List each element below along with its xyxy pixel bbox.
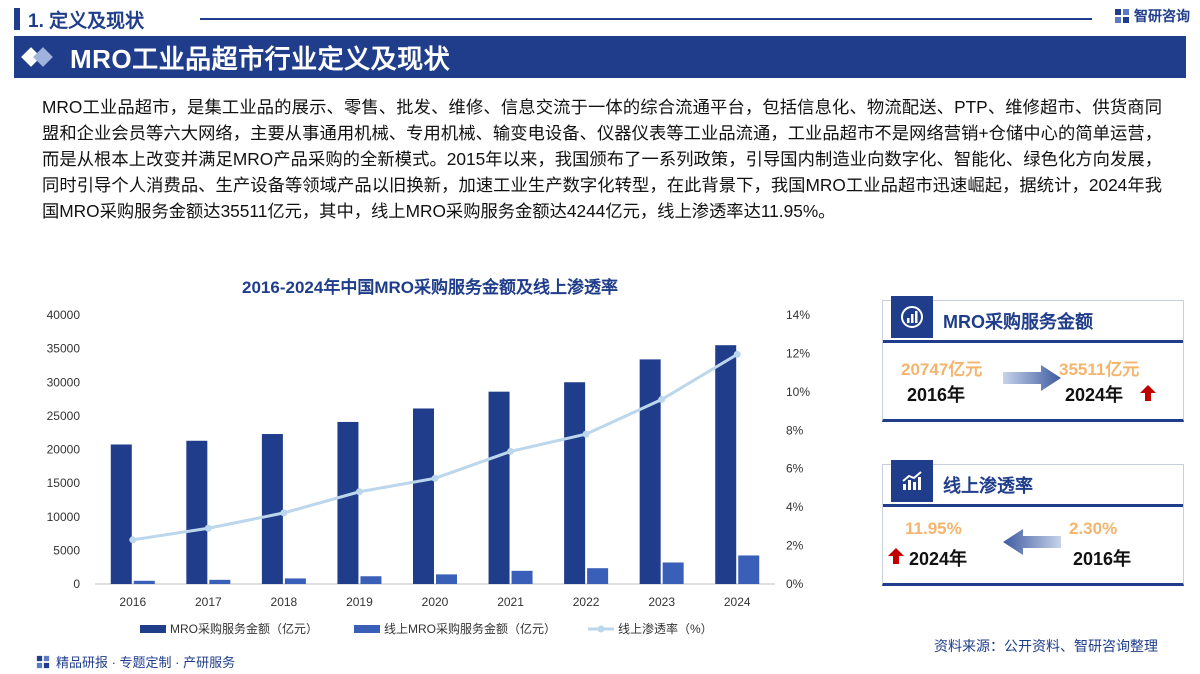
brand-icon — [1115, 9, 1129, 23]
bar-online-amount — [511, 570, 533, 584]
bar-mro-amount — [186, 440, 208, 584]
x-axis-tick: 2022 — [573, 595, 600, 609]
card-header: 线上渗透率 — [883, 459, 1183, 507]
bar-mro-amount — [488, 391, 510, 584]
left-axis-tick: 20000 — [47, 443, 81, 457]
x-axis-tick: 2018 — [271, 595, 298, 609]
end-year: 2024年 — [909, 549, 968, 569]
start-year: 2016年 — [1073, 549, 1132, 569]
left-axis-tick: 15000 — [47, 476, 81, 490]
brand-icon — [36, 655, 50, 668]
right-axis-tick: 12% — [786, 346, 810, 360]
line-point — [280, 509, 288, 517]
end-value: 11.95% — [905, 519, 962, 538]
line-point — [507, 447, 515, 455]
right-axis-tick: 6% — [786, 462, 804, 476]
card-title: MRO采购服务金额 — [943, 311, 1093, 332]
x-axis-tick: 2020 — [422, 595, 449, 609]
end-year: 2024年 — [1065, 385, 1124, 405]
right-axis-tick: 0% — [786, 577, 804, 591]
bar-online-amount — [360, 576, 382, 584]
legend-swatch-online-amount — [354, 625, 380, 633]
up-arrow-icon — [1140, 385, 1156, 401]
right-axis-tick: 14% — [786, 308, 810, 322]
start-year: 2016年 — [907, 385, 966, 405]
start-value: 20747亿元 — [901, 360, 983, 379]
legend-label: 线上渗透率（%） — [618, 621, 713, 636]
combo-chart: 0 5000 10000 15000 20000 25000 30000 35000 40000… — [47, 308, 811, 636]
bar-online-amount — [587, 568, 609, 584]
section-tag: 1. 定义及现状 — [14, 6, 144, 32]
intro-paragraph: MRO工业品超市，是集工业品的展示、零售、批发、维修、信息交流于一体的综合流通平… — [42, 97, 1162, 221]
line-point — [658, 396, 666, 404]
line-point — [733, 350, 741, 358]
right-axis-tick: 10% — [786, 385, 810, 399]
right-axis-tick: 4% — [786, 500, 804, 514]
line-point — [204, 524, 212, 532]
x-axis-tick: 2024 — [724, 595, 751, 609]
section-label: 1. 定义及现状 — [28, 10, 145, 32]
card-penetration: 线上渗透率 11.95% 2024年 2.30% 2016年 — [882, 459, 1184, 586]
bar-mro-amount — [110, 444, 132, 584]
legend-swatch-marker — [597, 625, 605, 633]
x-axis-tick: 2019 — [346, 595, 373, 609]
bar-online-amount — [284, 578, 306, 584]
left-axis-tick: 40000 — [47, 308, 81, 322]
x-axis-tick: 2023 — [648, 595, 675, 609]
card-body: 11.95% 2024年 2.30% 2016年 — [883, 507, 1183, 582]
brand-logo: 智研咨询 — [1114, 6, 1190, 26]
left-axis-tick: 10000 — [47, 510, 81, 524]
legend-label: 线上MRO采购服务金额（亿元） — [384, 621, 556, 636]
left-axis-tick: 35000 — [47, 342, 81, 356]
legend-swatch-mro-amount — [140, 625, 166, 633]
line-point — [129, 536, 137, 544]
bar-online-amount — [738, 555, 760, 584]
right-axis-tick: 8% — [786, 423, 804, 437]
bar-mro-amount — [715, 345, 737, 584]
card-header: MRO采购服务金额 — [883, 295, 1183, 343]
arrow-right-icon — [1003, 365, 1061, 391]
card-mro-amount: MRO采购服务金额 20747亿元 2016年 35511亿元 2024年 — [882, 295, 1184, 422]
trend-chart-icon — [891, 459, 933, 502]
line-point — [431, 474, 439, 482]
start-value: 2.30% — [1069, 519, 1118, 538]
up-arrow-icon — [888, 548, 904, 564]
card-title: 线上渗透率 — [943, 475, 1033, 496]
bar-mro-amount — [413, 408, 434, 584]
card-body: 20747亿元 2016年 35511亿元 2024年 — [883, 343, 1183, 418]
right-axis-tick: 2% — [786, 539, 804, 553]
x-axis-tick: 2016 — [119, 595, 146, 609]
bar-online-amount — [436, 574, 457, 584]
left-axis-tick: 5000 — [53, 543, 80, 557]
arrow-left-icon — [1003, 529, 1061, 555]
left-axis-tick: 25000 — [47, 409, 81, 423]
footer-tagline: 精品研报 · 专题定制 · 产研服务 — [36, 652, 235, 671]
legend-label: MRO采购服务金额（亿元） — [170, 621, 318, 636]
line-point — [582, 430, 590, 438]
bar-mro-amount — [337, 421, 359, 584]
section-rule — [200, 18, 1092, 20]
chart-title: 2016-2024年中国MRO采购服务金额及线上渗透率 — [242, 278, 618, 297]
money-chart-icon — [891, 295, 933, 338]
x-axis-tick: 2017 — [195, 595, 222, 609]
x-axis-tick: 2021 — [497, 595, 524, 609]
bar-online-amount — [133, 580, 155, 584]
footer-text: 精品研报 · 专题定制 · 产研服务 — [56, 655, 236, 670]
brand-name: 智研咨询 — [1134, 8, 1190, 24]
line-point — [355, 488, 363, 496]
bar-mro-amount — [261, 434, 283, 584]
page-title: MRO工业品超市行业定义及现状 — [70, 43, 451, 74]
bar-online-amount — [209, 579, 231, 584]
diamond-icon — [33, 47, 53, 67]
left-axis-tick: 0 — [73, 577, 80, 591]
bar-mro-amount — [564, 382, 586, 584]
title-banner: MRO工业品超市行业定义及现状 — [14, 36, 1186, 78]
section-tag-bar — [14, 8, 20, 30]
bar-mro-amount — [639, 359, 661, 584]
bar-online-amount — [662, 562, 684, 584]
source-note: 资料来源：公开资料、智研咨询整理 — [934, 638, 1158, 654]
end-value: 35511亿元 — [1059, 360, 1140, 379]
left-axis-tick: 30000 — [47, 375, 81, 389]
